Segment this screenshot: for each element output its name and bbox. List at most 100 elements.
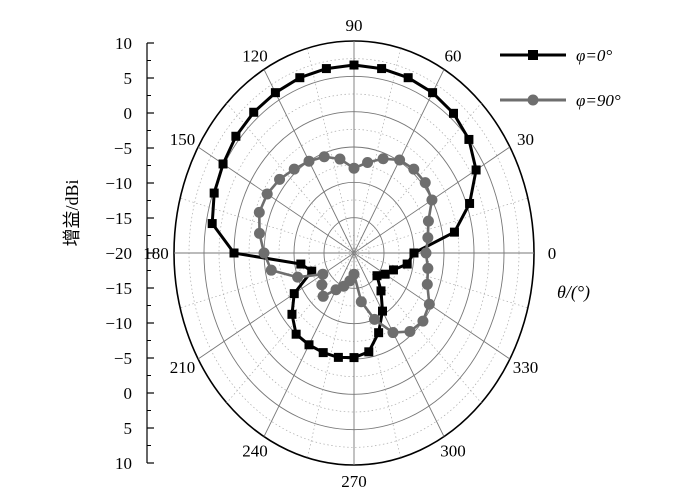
grid-spoke-minor bbox=[353, 48, 401, 254]
grid-spoke-minor bbox=[353, 102, 482, 254]
data-point bbox=[287, 309, 297, 319]
data-point bbox=[471, 165, 481, 175]
data-point bbox=[209, 188, 219, 198]
data-point bbox=[403, 73, 413, 83]
data-point bbox=[229, 248, 239, 258]
polar-grid bbox=[173, 40, 535, 466]
axis-layer: 0 30 60 90 120 150 180 210 240 270 300 330 10 5 0 −5 −10… bbox=[105, 16, 556, 491]
data-point bbox=[270, 88, 280, 98]
data-point bbox=[362, 157, 374, 169]
data-point bbox=[231, 131, 241, 141]
data-point bbox=[253, 206, 265, 218]
data-point bbox=[376, 286, 386, 296]
data-point bbox=[291, 329, 301, 339]
data-point bbox=[423, 298, 435, 310]
data-point bbox=[288, 163, 300, 175]
angle-tick-label: 180 bbox=[143, 244, 169, 263]
angle-tick-label: 30 bbox=[517, 130, 534, 149]
angular-axis-title: θ/(°) bbox=[557, 282, 590, 303]
data-point bbox=[419, 177, 431, 189]
data-point bbox=[334, 153, 346, 165]
data-point bbox=[388, 265, 398, 275]
data-point bbox=[369, 313, 381, 325]
angle-tick-label: 210 bbox=[170, 358, 196, 377]
data-point bbox=[464, 134, 474, 144]
angle-tick-label: 270 bbox=[341, 472, 367, 491]
data-point bbox=[253, 227, 265, 239]
data-point bbox=[289, 289, 299, 299]
legend-item-series-2: φ=90° bbox=[500, 91, 621, 110]
data-point bbox=[409, 248, 419, 258]
data-point bbox=[304, 340, 314, 350]
angle-tick-label: 90 bbox=[346, 16, 363, 35]
data-point bbox=[404, 325, 416, 337]
radial-tick-label: −10 bbox=[105, 174, 132, 193]
data-point bbox=[321, 64, 331, 74]
data-point bbox=[408, 163, 420, 175]
legend-marker-series-2 bbox=[527, 94, 539, 106]
data-point bbox=[377, 153, 389, 165]
legend: φ=0° φ=90° bbox=[500, 46, 621, 110]
grid-spoke-minor bbox=[307, 48, 355, 254]
data-point bbox=[249, 107, 259, 117]
radial-tick-label: −5 bbox=[114, 349, 132, 368]
data-point bbox=[316, 279, 328, 291]
data-point bbox=[420, 247, 432, 259]
radial-tick-label: 10 bbox=[115, 34, 132, 53]
data-point bbox=[374, 328, 384, 338]
data-point bbox=[303, 155, 315, 167]
data-point bbox=[333, 352, 343, 362]
radial-tick-label: −20 bbox=[105, 244, 132, 263]
data-point bbox=[207, 219, 217, 229]
data-point bbox=[426, 194, 438, 206]
grid-spoke bbox=[353, 252, 445, 437]
data-point bbox=[449, 227, 459, 237]
series-2 bbox=[253, 151, 438, 339]
angle-tick-label: 0 bbox=[548, 244, 557, 263]
angle-tick-label: 330 bbox=[513, 358, 539, 377]
data-point bbox=[422, 262, 434, 274]
data-point bbox=[318, 348, 328, 358]
data-point bbox=[449, 108, 459, 118]
data-point bbox=[292, 271, 304, 283]
data-point bbox=[261, 188, 273, 200]
series-1 bbox=[207, 60, 481, 363]
legend-item-series-1: φ=0° bbox=[500, 46, 612, 65]
data-point bbox=[465, 198, 475, 208]
data-point bbox=[422, 232, 434, 244]
data-point bbox=[422, 215, 434, 227]
angle-tick-label: 240 bbox=[242, 442, 268, 461]
data-point bbox=[348, 162, 360, 174]
data-point bbox=[402, 259, 412, 269]
data-point bbox=[265, 264, 277, 276]
radial-tick-label: 0 bbox=[124, 384, 133, 403]
data-point bbox=[349, 60, 359, 70]
data-point bbox=[428, 88, 438, 98]
radial-tick-label: −15 bbox=[105, 209, 132, 228]
grid-spoke-minor bbox=[226, 252, 355, 404]
grid-spoke-minor bbox=[353, 252, 401, 458]
legend-marker-series-1 bbox=[528, 50, 538, 60]
angle-tick-label: 150 bbox=[170, 130, 196, 149]
radial-tick-label: 10 bbox=[115, 454, 132, 473]
radial-axis-title: 增益/dBi bbox=[62, 179, 82, 246]
data-point bbox=[349, 353, 359, 363]
data-point bbox=[421, 278, 433, 290]
data-point bbox=[377, 64, 387, 74]
grid-spoke bbox=[197, 252, 355, 360]
data-point bbox=[417, 315, 429, 327]
data-point bbox=[296, 259, 306, 269]
data-point bbox=[378, 306, 387, 316]
radial-tick-label: 5 bbox=[124, 69, 133, 88]
data-point bbox=[317, 268, 329, 280]
data-point bbox=[317, 290, 329, 302]
data-point bbox=[380, 269, 390, 279]
legend-label-series-2: φ=90° bbox=[576, 91, 621, 110]
radial-tick-label: −15 bbox=[105, 279, 132, 298]
data-point bbox=[318, 151, 330, 163]
data-point bbox=[218, 159, 228, 169]
grid-spoke-minor bbox=[226, 102, 355, 254]
data-point bbox=[387, 327, 399, 339]
radial-tick-label: −5 bbox=[114, 139, 132, 158]
